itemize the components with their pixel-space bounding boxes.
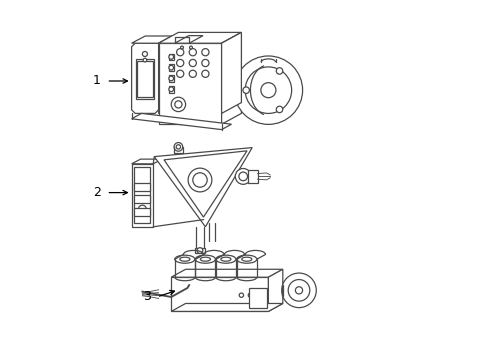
Polygon shape: [169, 75, 173, 82]
Polygon shape: [134, 195, 150, 203]
Polygon shape: [132, 113, 231, 130]
Polygon shape: [164, 151, 247, 217]
Circle shape: [202, 59, 209, 67]
Circle shape: [189, 70, 196, 77]
Polygon shape: [132, 159, 162, 164]
Circle shape: [190, 46, 193, 49]
Circle shape: [176, 70, 184, 77]
Circle shape: [169, 76, 173, 81]
Circle shape: [176, 49, 184, 56]
Circle shape: [202, 70, 209, 77]
Text: 2: 2: [93, 186, 101, 199]
Polygon shape: [171, 277, 269, 311]
Circle shape: [243, 87, 249, 94]
Polygon shape: [169, 64, 173, 71]
Text: 1: 1: [93, 75, 101, 87]
Circle shape: [188, 168, 212, 192]
Polygon shape: [137, 61, 153, 97]
Circle shape: [176, 145, 180, 149]
Polygon shape: [159, 36, 172, 113]
Polygon shape: [159, 43, 221, 124]
Circle shape: [180, 46, 183, 49]
Circle shape: [234, 56, 303, 124]
Circle shape: [239, 293, 244, 297]
Polygon shape: [248, 288, 267, 308]
Polygon shape: [247, 170, 258, 183]
Circle shape: [295, 287, 303, 294]
Circle shape: [171, 97, 186, 112]
Circle shape: [169, 87, 173, 91]
Circle shape: [239, 172, 247, 181]
Polygon shape: [159, 32, 242, 43]
Polygon shape: [132, 36, 172, 43]
Circle shape: [197, 248, 203, 253]
Circle shape: [276, 106, 283, 113]
Text: 3: 3: [144, 291, 151, 303]
Circle shape: [288, 279, 310, 301]
Circle shape: [143, 58, 147, 62]
Polygon shape: [195, 248, 205, 253]
Polygon shape: [134, 183, 150, 191]
Polygon shape: [175, 36, 203, 43]
Polygon shape: [169, 86, 173, 93]
Circle shape: [202, 49, 209, 56]
Circle shape: [248, 293, 252, 297]
Polygon shape: [154, 148, 252, 227]
Circle shape: [282, 273, 316, 307]
Circle shape: [276, 68, 283, 74]
Circle shape: [189, 49, 196, 56]
Polygon shape: [134, 208, 150, 216]
Circle shape: [169, 66, 173, 70]
Polygon shape: [169, 54, 173, 60]
Polygon shape: [136, 59, 154, 99]
Circle shape: [175, 101, 182, 108]
Circle shape: [139, 205, 147, 213]
Polygon shape: [221, 32, 242, 124]
Circle shape: [245, 67, 292, 113]
Circle shape: [235, 168, 251, 184]
Polygon shape: [171, 303, 283, 311]
Polygon shape: [171, 269, 283, 277]
Circle shape: [143, 51, 147, 57]
Circle shape: [176, 59, 184, 67]
Polygon shape: [134, 167, 150, 223]
Circle shape: [261, 83, 276, 98]
Circle shape: [193, 173, 207, 187]
Polygon shape: [269, 269, 283, 311]
Circle shape: [169, 55, 173, 59]
Polygon shape: [132, 43, 159, 113]
Polygon shape: [132, 164, 153, 227]
Circle shape: [174, 143, 183, 151]
Polygon shape: [221, 32, 242, 113]
Polygon shape: [282, 285, 283, 296]
Circle shape: [189, 59, 196, 67]
